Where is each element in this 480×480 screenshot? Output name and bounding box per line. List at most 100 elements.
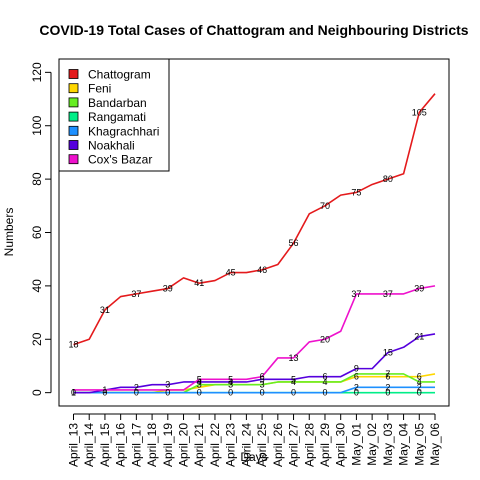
x-tick-label: April_16 bbox=[114, 423, 128, 467]
data-label: 13 bbox=[289, 353, 299, 363]
legend-entry: Cox's Bazar bbox=[88, 153, 152, 167]
data-label: 2 bbox=[385, 382, 390, 392]
data-label: 9 bbox=[354, 364, 359, 374]
x-tick-label: May_02 bbox=[365, 423, 379, 466]
chart-title: COVID-19 Total Cases of Chattogram and N… bbox=[39, 22, 468, 38]
x-tick-label: April_21 bbox=[192, 423, 206, 467]
data-label: 37 bbox=[383, 289, 393, 299]
legend-entry: Khagrachhari bbox=[88, 124, 159, 138]
x-axis-title: Days bbox=[240, 450, 267, 464]
series-line bbox=[73, 285, 436, 391]
data-label: 6 bbox=[417, 372, 422, 382]
x-tick-label: April_29 bbox=[318, 423, 332, 467]
data-label: 1 bbox=[102, 385, 107, 395]
data-label: 3 bbox=[260, 380, 265, 390]
x-tick-label: May_06 bbox=[428, 423, 442, 466]
x-tick-label: April_22 bbox=[208, 423, 222, 467]
x-tick-label: May_01 bbox=[349, 423, 363, 466]
x-tick-label: May_05 bbox=[412, 423, 426, 466]
x-tick-label: April_30 bbox=[334, 423, 348, 467]
data-label: 7 bbox=[385, 369, 390, 379]
series-line bbox=[73, 386, 435, 394]
x-tick-label: April_18 bbox=[145, 423, 159, 467]
series-line bbox=[73, 93, 436, 346]
legend-swatch bbox=[68, 83, 79, 94]
data-label: 1 bbox=[71, 388, 76, 398]
data-label: 4 bbox=[291, 377, 296, 387]
legend-entry: Noakhali bbox=[88, 139, 135, 153]
data-label: 0 bbox=[197, 388, 202, 398]
y-axis-title: Numbers bbox=[2, 208, 16, 257]
x-tick-label: April_27 bbox=[287, 423, 301, 467]
x-tick-label: April_14 bbox=[82, 423, 96, 467]
data-label: 39 bbox=[163, 284, 173, 294]
data-label: 70 bbox=[320, 201, 330, 211]
legend-swatch bbox=[68, 125, 79, 136]
series-line bbox=[73, 333, 436, 394]
data-label: 105 bbox=[412, 107, 427, 117]
data-label: 2 bbox=[134, 382, 139, 392]
data-label: 5 bbox=[291, 374, 296, 384]
data-label: 3 bbox=[197, 380, 202, 390]
x-tick-label: April_15 bbox=[98, 423, 112, 467]
y-tick-label: 20 bbox=[30, 332, 44, 346]
x-tick-label: May_04 bbox=[397, 423, 411, 466]
data-label: 31 bbox=[100, 305, 110, 315]
y-tick-label: 120 bbox=[30, 62, 44, 82]
data-label: 45 bbox=[226, 268, 236, 278]
data-label: 0 bbox=[134, 388, 139, 398]
data-label: 6 bbox=[354, 372, 359, 382]
legend: ChattogramFeniBandarbanRangamatiKhagrach… bbox=[58, 58, 170, 172]
legend-entry: Chattogram bbox=[88, 68, 151, 82]
data-label: 21 bbox=[414, 332, 424, 342]
x-tick-label: May_03 bbox=[381, 423, 395, 466]
data-label: 0 bbox=[417, 388, 422, 398]
data-label: 0 bbox=[291, 388, 296, 398]
data-label: 3 bbox=[165, 380, 170, 390]
data-label: 56 bbox=[289, 238, 299, 248]
x-tick-label: April_26 bbox=[271, 423, 285, 467]
y-tick-label: 40 bbox=[30, 279, 44, 293]
data-label: 0 bbox=[165, 388, 170, 398]
legend-entry: Bandarban bbox=[88, 96, 147, 110]
data-label: 2 bbox=[417, 382, 422, 392]
data-label: 37 bbox=[131, 289, 141, 299]
data-label: 5 bbox=[228, 374, 233, 384]
data-label: 2 bbox=[354, 382, 359, 392]
data-label: 41 bbox=[194, 278, 204, 288]
legend-swatch bbox=[68, 154, 79, 165]
legend-swatch bbox=[68, 69, 79, 79]
data-label: 0 bbox=[260, 388, 265, 398]
legend-swatch bbox=[68, 97, 79, 108]
plot-frame bbox=[58, 58, 450, 407]
data-label: 5 bbox=[260, 374, 265, 384]
data-label: 4 bbox=[417, 377, 422, 387]
legend-swatch bbox=[68, 111, 79, 122]
x-tick-label: April_13 bbox=[67, 423, 81, 467]
data-label: 0 bbox=[71, 388, 76, 398]
data-label: 4 bbox=[197, 377, 202, 387]
data-label: 39 bbox=[414, 284, 424, 294]
x-tick-label: April_17 bbox=[129, 423, 143, 467]
data-label: 18 bbox=[68, 340, 78, 350]
data-label: 80 bbox=[383, 174, 393, 184]
data-label: 0 bbox=[322, 388, 327, 398]
data-label: 3 bbox=[228, 380, 233, 390]
y-axis: 0 20 40 60 80 100 120 bbox=[30, 62, 52, 396]
data-label: 6 bbox=[385, 372, 390, 382]
data-label: 4 bbox=[322, 377, 327, 387]
data-label: 37 bbox=[351, 289, 361, 299]
legend-swatch bbox=[68, 140, 79, 150]
x-tick-label: April_25 bbox=[255, 423, 269, 467]
y-tick-label: 80 bbox=[30, 172, 44, 186]
legend-entry: Rangamati bbox=[88, 110, 146, 124]
x-tick-label: April_28 bbox=[302, 423, 316, 467]
y-tick-label: 100 bbox=[30, 115, 44, 135]
data-label: 46 bbox=[257, 265, 267, 275]
series-lines bbox=[73, 93, 436, 394]
data-label: 75 bbox=[351, 187, 361, 197]
data-label: 0 bbox=[385, 388, 390, 398]
x-tick-label: April_19 bbox=[161, 423, 175, 467]
